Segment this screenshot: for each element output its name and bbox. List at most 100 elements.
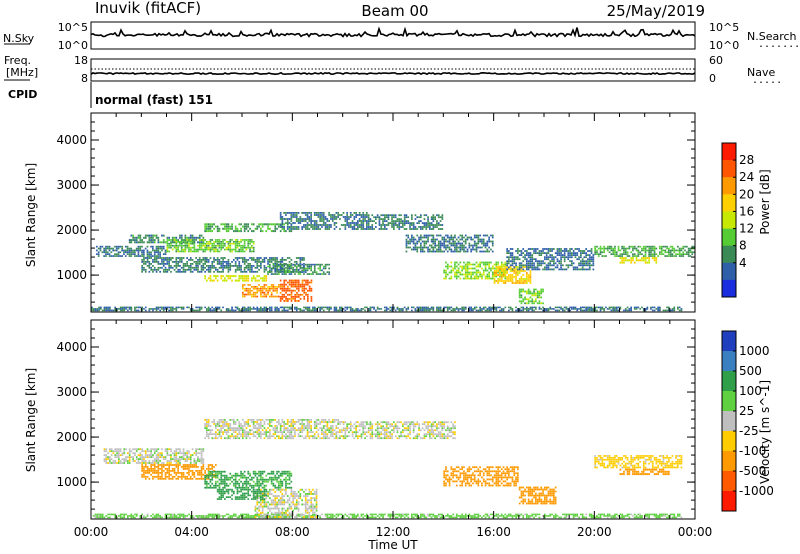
data-cell [596,245,598,248]
data-cell [164,251,167,254]
data-cell [621,257,623,260]
data-cell [202,268,205,271]
data-cell [491,236,494,239]
data-cell [614,247,616,250]
data-cell [526,250,528,252]
data-cell [171,248,174,251]
data-cell [644,245,647,248]
data-cell [360,226,363,228]
data-cell [455,250,458,253]
data-cell [164,516,167,519]
data-cell [193,309,196,312]
data-cell [463,277,465,280]
data-cell [110,454,113,456]
data-cell [664,513,667,516]
data-cell [333,222,336,224]
data-cell [206,261,208,263]
data-cell [571,308,573,310]
data-cell [207,225,210,228]
cpid-label: CPID [8,88,37,101]
data-cell [103,247,105,250]
data-cell [646,261,649,264]
data-cell [245,277,248,280]
data-cell [286,515,289,517]
data-cell [130,251,133,254]
data-cell [328,308,330,310]
data-cell [380,218,383,220]
data-cell [312,308,314,310]
data-cell [482,263,485,266]
data-cell [400,222,402,224]
data-cell [152,456,154,458]
data-cell [198,261,201,263]
data-cell [186,244,188,247]
data-cell [400,515,402,517]
data-cell [92,309,95,312]
data-cell [339,218,341,220]
data-cell [490,277,492,280]
data-cell [463,246,465,249]
data-cell [544,309,546,312]
data-cell [179,236,181,239]
data-cell [238,261,241,263]
data-cell [152,249,154,252]
data-cell [319,216,321,218]
data-cell [337,212,339,214]
data-cell [240,266,242,269]
data-cell [148,265,151,267]
data-cell [200,259,203,261]
data-cell [393,220,395,222]
data-cell [222,239,224,241]
data-cell [416,250,419,253]
data-cell [339,308,341,310]
data-cell [127,515,129,517]
data-cell [373,220,375,222]
data-cell [207,309,210,312]
data-cell [556,248,559,250]
data-cell [380,308,383,310]
data-cell [179,265,181,267]
data-cell [531,300,534,303]
data-cell [508,252,510,254]
data-cell [475,248,478,251]
data-cell [490,269,492,272]
data-cell [251,259,253,261]
data-cell [274,289,277,292]
data-cell [279,296,282,298]
data-cell [615,309,618,312]
data-cell [344,216,347,218]
data-cell [171,515,174,517]
data-cell [251,289,253,292]
data-cell [517,250,519,252]
data-cell [153,268,156,271]
data-cell [175,265,178,267]
data-cell [455,244,458,247]
data-cell [592,256,595,259]
data-cell [603,309,605,312]
data-cell [279,226,282,228]
data-cell [526,264,528,267]
data-cell [141,255,143,257]
data-cell [524,280,526,282]
data-cell [290,279,293,282]
data-cell [263,293,266,296]
data-cell [427,216,429,219]
data-cell [369,308,372,310]
data-cell [421,240,424,243]
data-cell [398,308,401,310]
data-cell [420,226,422,228]
data-cell [522,248,525,250]
data-cell [236,239,239,241]
data-cell [130,247,133,250]
data-cell [295,228,298,230]
data-cell [215,515,217,517]
data-cell [326,516,329,519]
data-cell [168,266,170,269]
data-cell [545,258,548,261]
data-cell [112,450,115,453]
data-cell [157,245,160,248]
data-cell [222,241,224,243]
data-cell [132,234,134,237]
data-cell [313,224,316,226]
data-cell [479,308,481,310]
